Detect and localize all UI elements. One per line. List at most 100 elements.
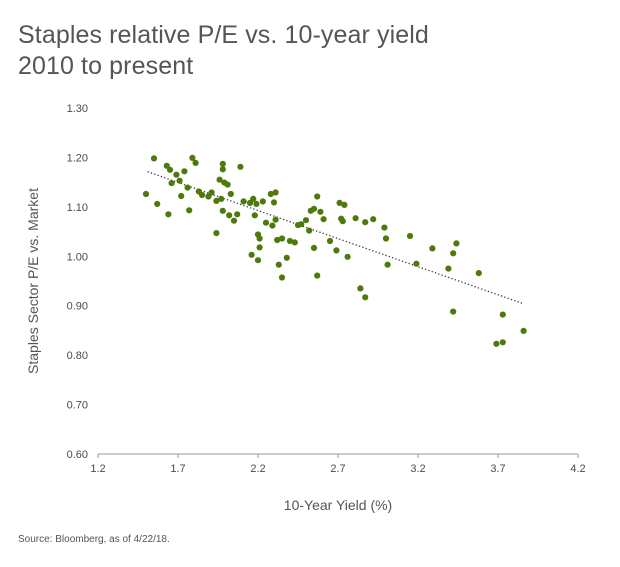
data-point	[181, 168, 188, 175]
x-tick-label: 1.7	[170, 463, 185, 475]
data-point	[450, 250, 457, 257]
data-point	[256, 244, 263, 251]
data-point	[218, 195, 225, 202]
data-point	[382, 235, 390, 242]
data-point	[317, 208, 324, 215]
data-point	[208, 189, 215, 196]
data-point	[413, 260, 420, 267]
y-axis-label: Staples Sector P/E vs. Market	[25, 188, 41, 374]
data-point	[213, 197, 220, 204]
data-point	[186, 207, 193, 214]
data-point	[216, 176, 223, 183]
data-point	[291, 239, 298, 246]
x-tick-label: 2.2	[250, 463, 265, 475]
data-point	[310, 205, 318, 212]
data-point	[274, 236, 281, 244]
data-point	[154, 200, 161, 207]
data-point	[520, 327, 527, 334]
data-point	[189, 154, 196, 161]
data-point	[475, 270, 482, 277]
data-point	[344, 253, 351, 260]
data-point	[178, 192, 185, 200]
data-point	[234, 211, 241, 218]
data-point	[269, 222, 276, 229]
data-point	[302, 217, 310, 224]
data-point	[286, 237, 294, 245]
y-tick-label: 1.20	[67, 152, 88, 164]
y-tick-label: 1.00	[67, 251, 88, 263]
data-point	[150, 155, 158, 162]
y-tick-label: 1.10	[67, 202, 88, 214]
x-tick-label: 4.2	[570, 463, 585, 475]
axis-ticks: 1.2 1.7 2.2 2.7 3.2 3.7 4.2 0.60 0.70 0.80 0.90 1.0…	[67, 103, 586, 475]
data-point	[272, 216, 279, 223]
data-point	[314, 193, 321, 200]
data-point	[213, 230, 220, 237]
data-point	[406, 232, 414, 240]
data-point	[237, 163, 244, 170]
data-point	[165, 211, 172, 218]
data-point	[306, 227, 313, 234]
data-point	[445, 265, 452, 272]
data-point	[262, 219, 270, 226]
data-point	[336, 199, 343, 206]
data-point	[227, 190, 234, 198]
data-point	[370, 216, 377, 223]
data-point	[219, 160, 226, 167]
data-point	[339, 218, 346, 225]
chart-title-line-1: Staples relative P/E vs. 10-year yield	[18, 21, 429, 49]
data-point	[384, 261, 391, 268]
y-tick-label: 1.30	[67, 103, 88, 115]
data-point	[320, 216, 327, 223]
data-point	[219, 166, 226, 173]
data-point	[230, 217, 238, 224]
data-point	[499, 339, 506, 346]
y-tick-label: 0.90	[67, 301, 88, 313]
y-tick-label: 0.70	[67, 400, 88, 412]
x-tick-label: 3.7	[490, 463, 505, 475]
x-tick-label: 1.2	[90, 463, 105, 475]
data-point	[429, 245, 436, 252]
data-point	[341, 201, 348, 208]
data-point	[226, 212, 233, 219]
data-point	[362, 219, 369, 226]
data-points	[142, 154, 527, 347]
data-point	[314, 272, 321, 279]
data-point	[357, 285, 364, 292]
data-point	[272, 189, 279, 196]
data-point	[352, 215, 359, 222]
data-point	[267, 190, 274, 198]
y-tick-label: 0.60	[67, 449, 88, 461]
data-point	[192, 159, 199, 166]
data-point	[278, 235, 286, 242]
data-point	[270, 199, 278, 206]
data-point	[224, 181, 231, 188]
data-point	[248, 251, 255, 258]
data-point	[250, 195, 257, 202]
data-point	[142, 190, 150, 198]
data-point	[362, 294, 369, 301]
data-point	[453, 240, 460, 247]
data-point	[251, 212, 258, 219]
data-point	[166, 166, 174, 173]
data-point	[298, 221, 305, 228]
data-point	[259, 198, 266, 205]
data-point	[310, 244, 318, 251]
data-point	[198, 191, 206, 199]
data-point	[499, 311, 506, 318]
source-note: Source: Bloomberg, as of 4/22/18.	[18, 534, 170, 545]
data-point	[450, 308, 457, 315]
data-point	[253, 200, 260, 207]
x-axis-label: 10-Year Yield (%)	[284, 497, 392, 513]
chart-title: Staples relative P/E vs. 10-year yield 2…	[18, 20, 429, 82]
data-point	[333, 247, 340, 254]
chart-axes	[98, 453, 578, 455]
data-point	[381, 224, 388, 231]
data-point	[256, 235, 263, 242]
data-point	[326, 237, 334, 245]
data-point	[493, 340, 500, 347]
x-tick-label: 3.2	[410, 463, 425, 475]
y-tick-label: 0.80	[67, 350, 88, 362]
trend-line	[147, 171, 524, 305]
